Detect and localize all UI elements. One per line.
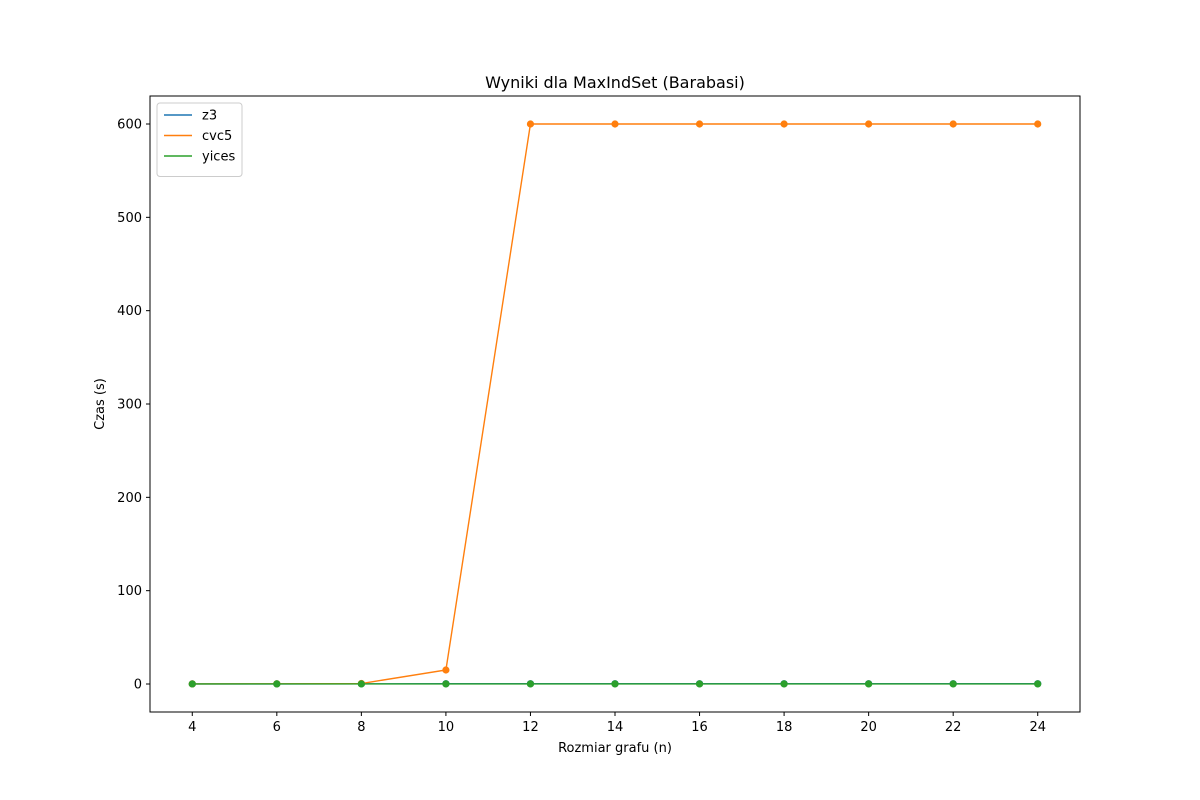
- y-axis-label: Czas (s): [93, 378, 108, 430]
- data-point-cvc5: [865, 120, 873, 128]
- legend: z3 cvc5 yices: [156, 102, 243, 177]
- x-axis-label: Rozmiar grafu (n): [558, 741, 672, 756]
- data-point-yices: [357, 680, 365, 688]
- data-point-cvc5: [780, 120, 788, 128]
- legend-label: z3: [202, 109, 217, 124]
- legend-box: [156, 102, 243, 177]
- x-tick-label: 18: [776, 720, 793, 735]
- x-tick-label: 24: [1029, 720, 1046, 735]
- x-tick-label: 14: [607, 720, 624, 735]
- x-axis: 4 6 8 10 12 14 16 18 20 22 24: [188, 712, 1046, 735]
- x-tick-label: 10: [438, 720, 455, 735]
- y-tick-label: 100: [117, 584, 142, 599]
- x-tick-label: 22: [945, 720, 962, 735]
- x-tick-label: 4: [188, 720, 196, 735]
- data-point-cvc5: [526, 120, 535, 128]
- legend-item-z3: z3: [164, 109, 217, 124]
- y-axis: 0 100 200 300 400 500 600: [117, 118, 150, 693]
- data-point-yices: [949, 680, 957, 688]
- legend-label: cvc5: [202, 129, 232, 144]
- x-tick-label: 16: [691, 720, 708, 735]
- x-tick-label: 8: [357, 720, 365, 735]
- data-point-yices: [442, 680, 450, 688]
- data-point-cvc5: [949, 120, 957, 128]
- data-point-yices: [780, 680, 788, 688]
- chart-title: Wyniki dla MaxIndSet (Barabasi): [485, 73, 745, 92]
- x-tick-label: 20: [860, 720, 877, 735]
- series-yices: [188, 680, 1042, 688]
- x-tick-label: 12: [522, 720, 539, 735]
- legend-item-yices: yices: [164, 150, 235, 165]
- y-tick-label: 500: [117, 211, 142, 226]
- data-point-yices: [611, 680, 619, 688]
- data-point-cvc5: [1034, 120, 1042, 128]
- y-tick-label: 400: [117, 304, 142, 319]
- legend-item-cvc5: cvc5: [164, 129, 232, 144]
- data-point-yices: [1034, 680, 1042, 688]
- data-point-yices: [695, 680, 704, 688]
- plot-frame: [149, 95, 1081, 713]
- y-tick-label: 300: [117, 398, 142, 413]
- data-point-yices: [865, 680, 873, 688]
- x-tick-label: 6: [273, 720, 281, 735]
- data-point-cvc5: [695, 120, 704, 128]
- legend-label: yices: [202, 150, 235, 165]
- data-point-yices: [273, 680, 281, 688]
- y-tick-label: 0: [134, 678, 142, 693]
- y-tick-label: 200: [117, 491, 142, 506]
- data-point-yices: [188, 680, 196, 688]
- series-layer: [188, 120, 1042, 688]
- data-point-cvc5: [611, 120, 619, 128]
- data-point-cvc5: [442, 666, 450, 674]
- data-point-yices: [526, 680, 535, 688]
- y-tick-label: 600: [117, 118, 142, 133]
